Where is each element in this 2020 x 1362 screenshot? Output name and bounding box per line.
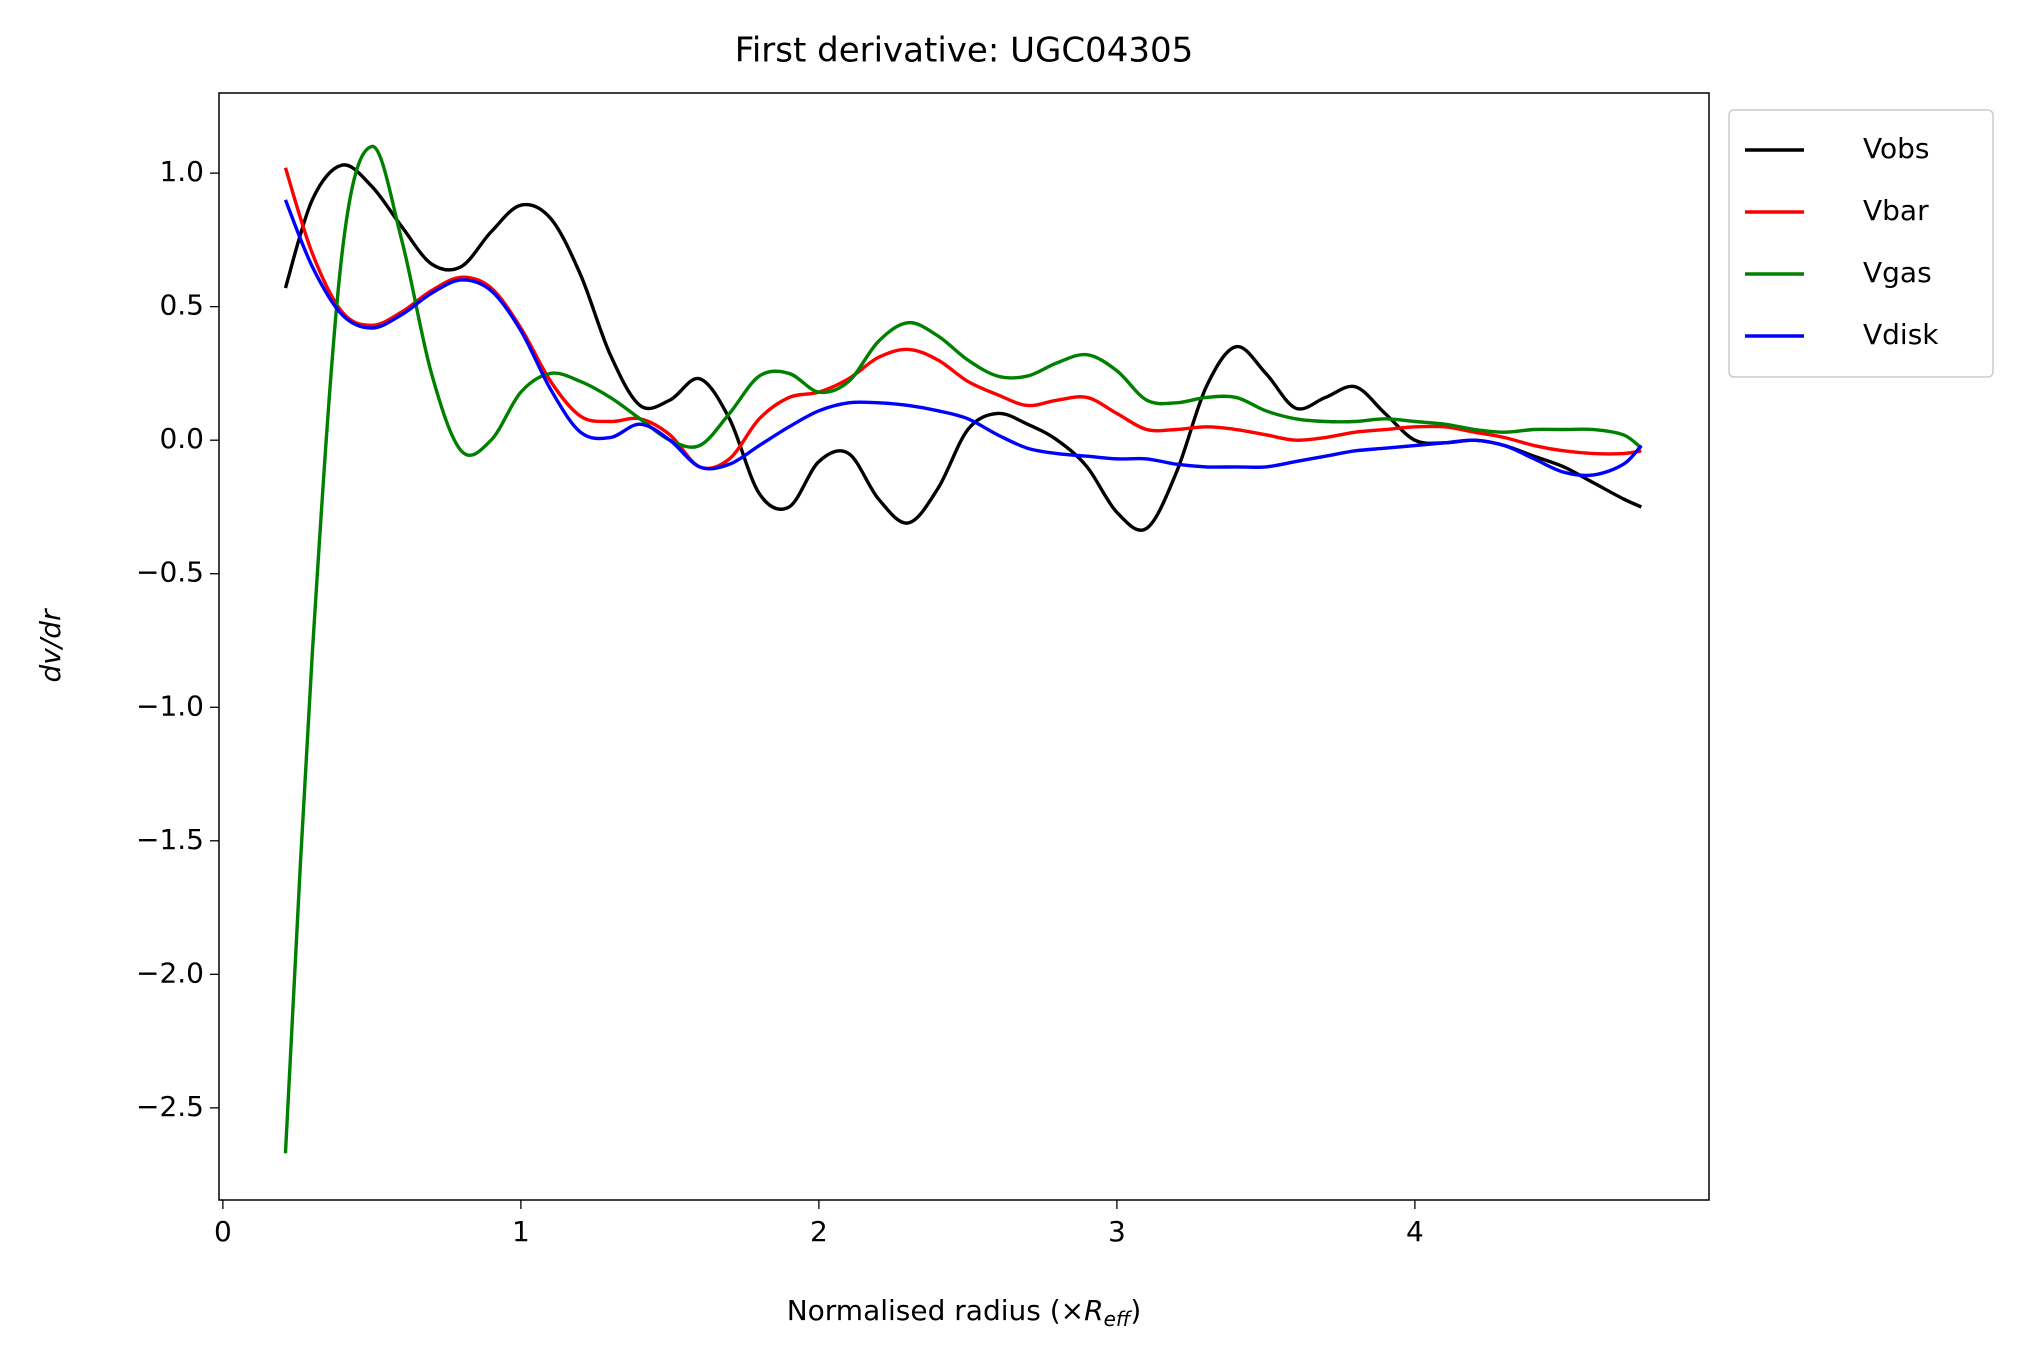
legend-label: Vobs — [1863, 132, 1929, 165]
x-tick-label: 3 — [1108, 1215, 1126, 1248]
y-tick-label: −1.0 — [136, 689, 204, 722]
x-tick-label: 4 — [1406, 1215, 1424, 1248]
x-label-symbol: R — [1084, 1294, 1103, 1327]
legend-label: Vgas — [1863, 256, 1932, 289]
line-series — [283, 199, 1643, 478]
x-label-subscript: eff — [1104, 1307, 1133, 1331]
y-tick-label: 0.0 — [159, 422, 204, 455]
y-tick-label: −2.0 — [136, 956, 204, 989]
legend-label: Vbar — [1863, 194, 1929, 227]
chart-title: First derivative: UGC04305 — [735, 31, 1193, 71]
y-axis-label: dv/dr — [34, 608, 67, 683]
legend-label: Vdisk — [1863, 318, 1939, 351]
line-series — [283, 163, 1643, 532]
y-tick-label: −0.5 — [136, 556, 204, 589]
x-axis-label: Normalised radius (×Reff) — [787, 1294, 1142, 1331]
y-tick-label: 1.0 — [159, 155, 204, 188]
x-tick-label: 1 — [512, 1215, 530, 1248]
y-tick-label: −2.5 — [136, 1090, 204, 1123]
y-tick-label: 0.5 — [159, 289, 204, 322]
legend-box — [1728, 109, 1994, 378]
x-label-text: Normalised radius (× — [787, 1294, 1084, 1327]
x-tick-label: 2 — [810, 1215, 828, 1248]
y-tick-label: −1.5 — [136, 823, 204, 856]
plot-frame — [218, 92, 1710, 1201]
line-series — [283, 144, 1643, 1154]
x-tick-label: 0 — [214, 1215, 232, 1248]
x-label-suffix: ) — [1130, 1294, 1141, 1327]
